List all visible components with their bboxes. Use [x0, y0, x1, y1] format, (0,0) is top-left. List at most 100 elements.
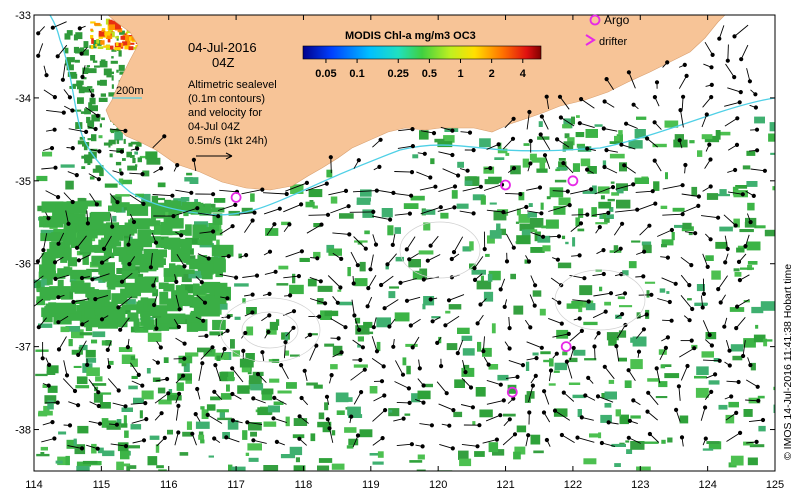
- chl-patch: [261, 388, 274, 395]
- velocity-arrow: [304, 332, 313, 339]
- velocity-arrow: [241, 187, 265, 195]
- chl-patch: [622, 270, 629, 276]
- velocity-arrow: [504, 252, 510, 264]
- velocity-arrow: [63, 360, 70, 378]
- velocity-arrow: [428, 235, 439, 248]
- chl-patch: [198, 434, 205, 440]
- velocity-arrow: [56, 336, 67, 352]
- chl-patch: [159, 291, 169, 305]
- chl-patch: [35, 349, 49, 352]
- chl-patch: [189, 177, 199, 184]
- chl-patch: [106, 281, 126, 288]
- chl-patch: [108, 306, 126, 319]
- chl-patch: [212, 213, 223, 225]
- velocity-arrow: [152, 296, 158, 308]
- velocity-arrow: [351, 299, 357, 318]
- velocity-arrow: [372, 234, 379, 247]
- velocity-arrow: [330, 318, 348, 330]
- velocity-arrow: [283, 222, 292, 233]
- velocity-arrow: [724, 116, 740, 127]
- chl-patch: [661, 364, 672, 367]
- chl-patch: [682, 222, 692, 230]
- chl-patch: [47, 385, 58, 393]
- velocity-arrow: [436, 381, 449, 396]
- velocity-arrow: [585, 146, 596, 151]
- velocity-arrow: [485, 413, 503, 422]
- velocity-arrow: [154, 391, 171, 404]
- velocity-arrow: [746, 68, 753, 84]
- chl-patch: [128, 385, 138, 390]
- chl-patch: [555, 168, 560, 172]
- velocity-arrow: [595, 394, 614, 403]
- chl-patch: [337, 289, 342, 292]
- chl-bloom: [115, 23, 121, 30]
- velocity-arrow: [212, 389, 223, 401]
- chl-patch: [538, 121, 543, 127]
- chl-patch: [147, 456, 158, 466]
- chl-patch: [247, 443, 262, 451]
- chl-patch: [530, 434, 541, 445]
- chl-patch: [751, 306, 764, 314]
- chl-patch: [293, 418, 308, 426]
- chl-patch: [589, 433, 599, 438]
- chl-patch: [462, 246, 472, 252]
- velocity-arrow: [350, 367, 367, 381]
- chl-patch: [68, 339, 73, 347]
- chl-patch: [607, 198, 615, 202]
- chl-patch: [196, 296, 210, 304]
- velocity-arrow: [538, 132, 551, 151]
- chl-patch: [248, 375, 262, 384]
- chl-patch: [290, 184, 304, 194]
- chl-patch: [750, 362, 756, 371]
- chl-patch: [636, 466, 651, 471]
- chl-patch: [238, 253, 242, 259]
- chl-patch: [79, 344, 88, 351]
- chl-patch: [55, 203, 64, 215]
- chl-patch: [326, 169, 333, 178]
- chl-patch: [239, 358, 254, 368]
- chl-patch: [167, 395, 182, 401]
- velocity-arrow: [398, 127, 415, 132]
- chl-patch: [746, 241, 761, 251]
- chl-patch: [113, 205, 122, 213]
- chl-patch: [519, 223, 535, 231]
- chl-patch: [103, 142, 113, 146]
- chl-patch: [89, 176, 95, 180]
- chl-patch: [687, 298, 692, 301]
- chl-patch: [199, 243, 214, 248]
- chl-bloom: [100, 40, 105, 45]
- velocity-arrow: [126, 234, 131, 247]
- velocity-arrow: [645, 136, 658, 148]
- chl-patch: [122, 158, 126, 161]
- velocity-arrow: [371, 336, 380, 354]
- velocity-arrow: [175, 231, 184, 238]
- chl-patch: [357, 336, 364, 342]
- chl-patch: [178, 269, 195, 274]
- velocity-arrow: [652, 120, 662, 130]
- chl-patch: [461, 367, 475, 377]
- velocity-arrow: [154, 318, 159, 331]
- velocity-arrow: [332, 350, 344, 358]
- chl-patch: [90, 88, 95, 93]
- colorbar-tick-label: 1: [457, 68, 463, 80]
- chl-patch: [562, 351, 568, 356]
- chl-patch: [730, 344, 744, 352]
- chl-patch: [702, 448, 714, 451]
- chl-patch: [608, 379, 615, 384]
- velocity-arrow: [717, 25, 725, 41]
- velocity-arrow: [570, 187, 594, 195]
- velocity-arrow: [462, 359, 468, 375]
- velocity-arrow: [455, 339, 464, 356]
- velocity-arrow: [624, 121, 638, 129]
- chl-patch: [191, 319, 208, 332]
- chl-patch: [152, 377, 161, 382]
- velocity-arrow: [76, 254, 91, 263]
- chl-patch: [163, 357, 169, 363]
- velocity-arrow: [575, 435, 595, 443]
- chl-patch: [122, 179, 132, 185]
- chl-bloom: [115, 36, 119, 39]
- velocity-arrow: [260, 350, 265, 362]
- chl-patch: [123, 415, 127, 425]
- chl-patch: [219, 371, 229, 382]
- chl-patch: [111, 202, 130, 208]
